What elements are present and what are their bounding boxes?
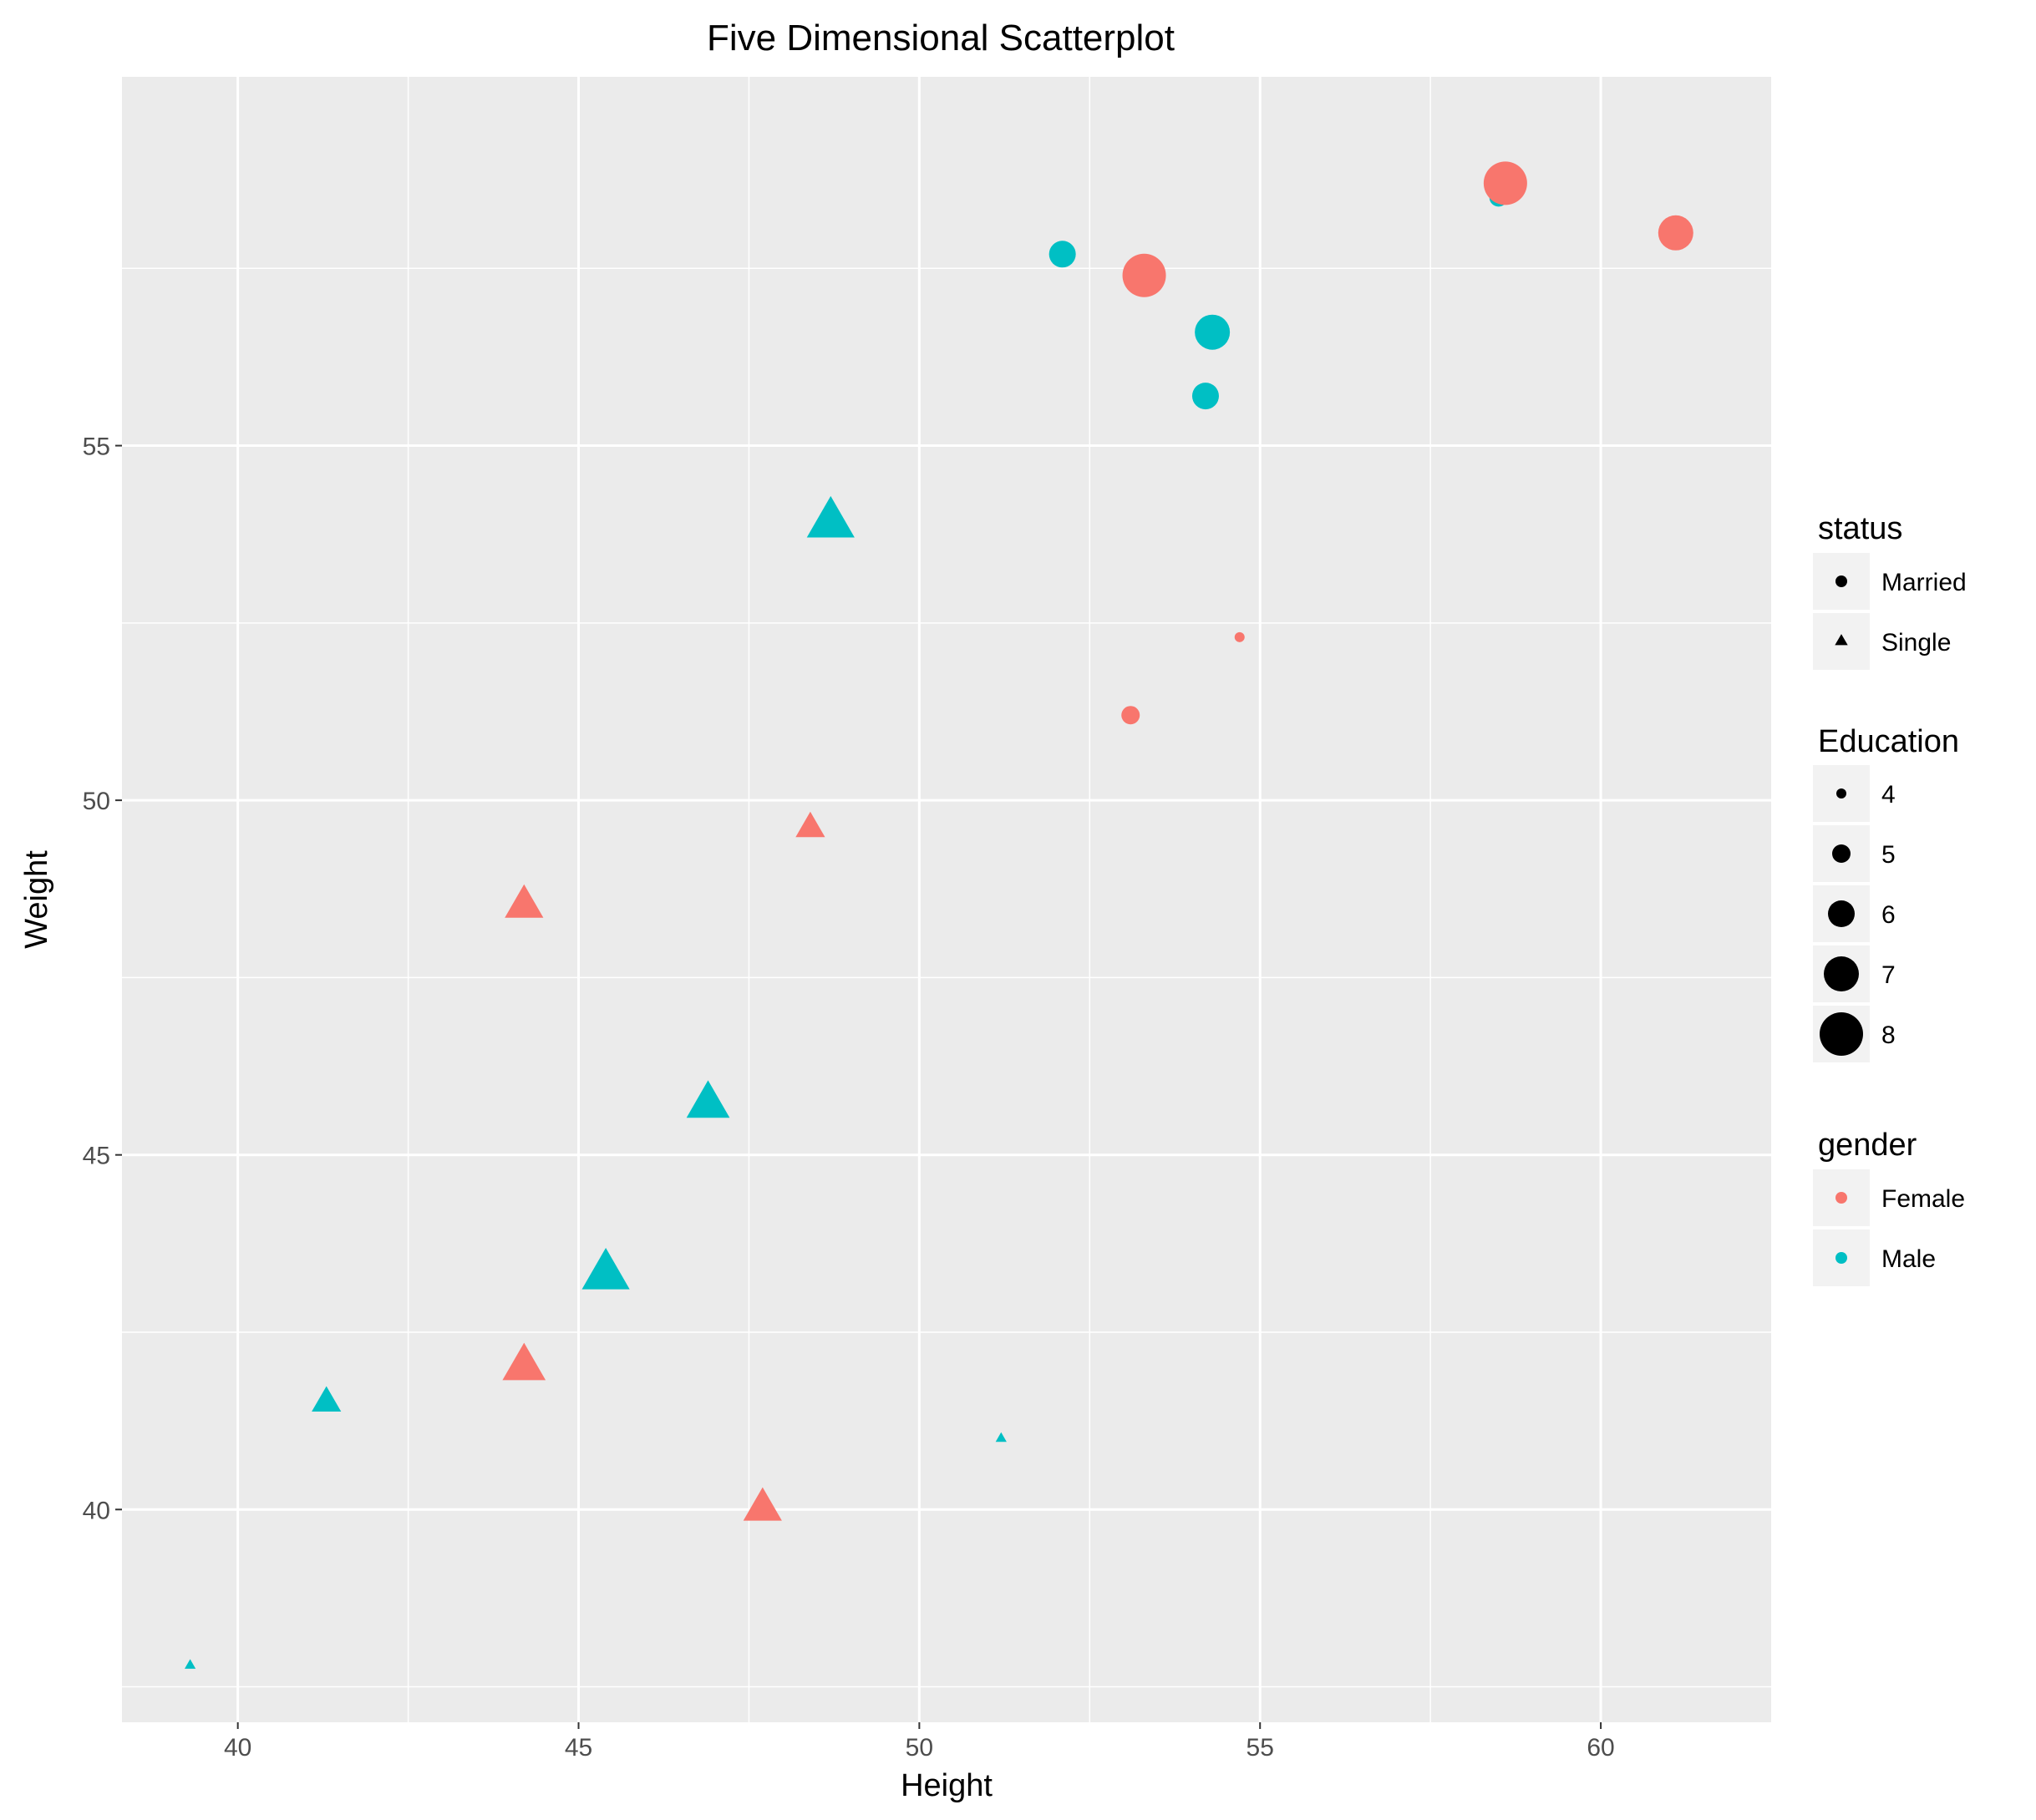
data-point-male-single (581, 1248, 630, 1290)
legend-gender-title: gender (1818, 1128, 1917, 1163)
plot-panel (122, 77, 1771, 1722)
legend-education-title: Education (1818, 724, 1959, 759)
legend-label: Single (1881, 629, 1951, 657)
legend-label: Married (1881, 569, 1967, 596)
data-point-male-married (1195, 314, 1231, 350)
y-tick-label: 45 (83, 1143, 110, 1170)
x-tick-label: 50 (906, 1734, 933, 1762)
y-axis-title: Weight (19, 850, 54, 949)
legend-gender-male-symbol (1835, 1252, 1847, 1264)
data-point-female-single (505, 884, 544, 918)
legend-label: 4 (1881, 781, 1896, 809)
legend-label: 5 (1881, 841, 1896, 869)
legend-label: Male (1881, 1245, 1936, 1273)
y-tick-label: 40 (83, 1497, 110, 1524)
legend-education-symbol (1832, 844, 1851, 863)
legend-education-symbol (1820, 1012, 1863, 1056)
data-point-male-single (312, 1386, 342, 1412)
legend-label: 8 (1881, 1022, 1896, 1049)
legend-status-title: status (1818, 511, 1902, 546)
legend-education-symbol (1824, 956, 1859, 991)
major-gridlines (122, 77, 1771, 1722)
legend-status-single-symbol (1835, 634, 1848, 646)
data-point-male-married (1048, 241, 1076, 268)
data-point-male-single (995, 1432, 1007, 1442)
chart-title: Five Dimensional Scatterplot (707, 18, 1175, 58)
x-axis-title: Height (901, 1768, 993, 1803)
minor-gridlines (122, 77, 1771, 1722)
legend-education-symbol (1828, 900, 1855, 927)
legend-label: Female (1881, 1185, 1965, 1213)
data-point-female-single (795, 811, 825, 838)
legend-education: Education 4 5 6 7 8 (1813, 724, 1959, 1062)
x-tick-label: 45 (565, 1734, 592, 1762)
data-points (185, 161, 1693, 1669)
legend-education-symbol (1836, 788, 1846, 798)
y-tick-label: 50 (83, 788, 110, 815)
y-axis-ticks: 40 45 50 55 (83, 433, 122, 1524)
data-point-male-single (185, 1659, 196, 1669)
data-point-female-single (502, 1342, 546, 1381)
y-tick-label: 55 (83, 433, 110, 461)
x-axis-ticks: 40 45 50 55 60 (224, 1722, 1615, 1762)
x-tick-label: 40 (224, 1734, 251, 1762)
data-point-female-married (1483, 161, 1527, 205)
data-point-female-married (1234, 631, 1245, 642)
legend-label: 6 (1881, 901, 1896, 929)
data-point-female-married (1658, 215, 1693, 251)
data-point-male-single (686, 1080, 730, 1118)
x-tick-label: 55 (1246, 1734, 1274, 1762)
legend-status-married-symbol (1835, 575, 1847, 587)
data-point-female-married (1122, 253, 1166, 297)
data-point-female-married (1121, 706, 1140, 725)
legend-gender: gender Female Male (1813, 1128, 1965, 1286)
data-point-female-single (743, 1487, 782, 1521)
x-tick-label: 60 (1587, 1734, 1614, 1762)
data-point-male-married (1191, 383, 1219, 410)
legend-status: status Married Single (1813, 511, 1967, 670)
data-point-male-single (806, 495, 855, 538)
legend-gender-female-symbol (1835, 1192, 1847, 1204)
legend-label: 7 (1881, 961, 1896, 989)
